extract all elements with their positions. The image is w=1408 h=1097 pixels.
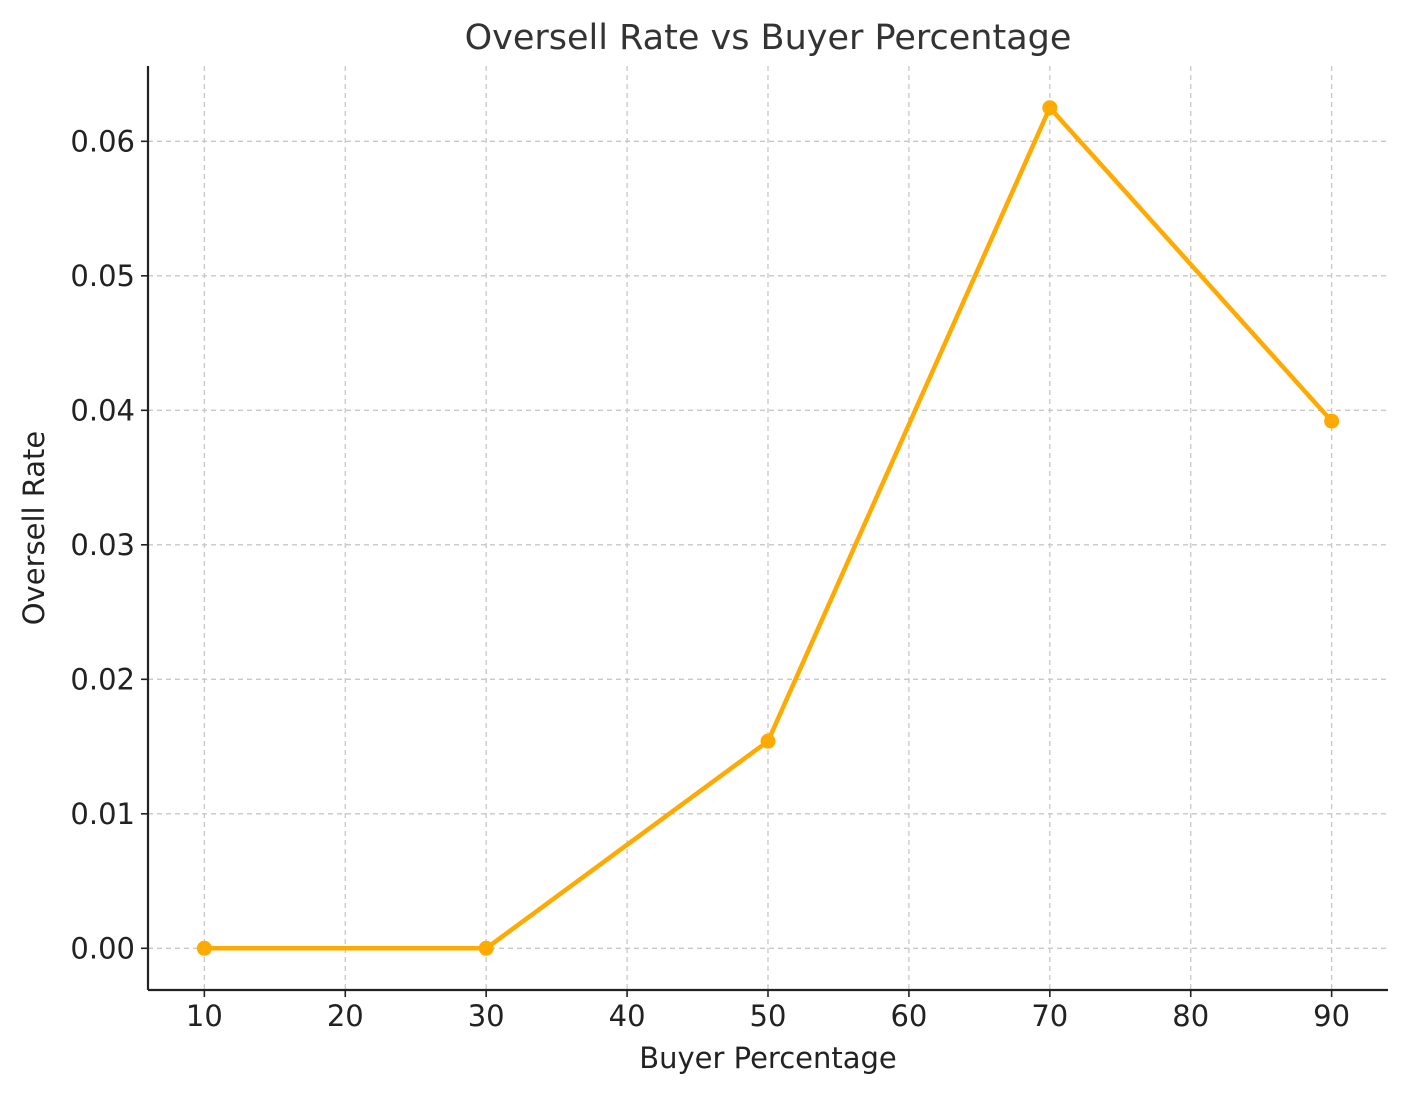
x-tick-label: 50: [750, 999, 787, 1033]
x-tick-label: 70: [1031, 999, 1068, 1033]
x-axis-ticks: 10 20 30 40 50 60 70 80 90: [186, 990, 1350, 1033]
data-point: [1042, 100, 1058, 116]
chart-title: Oversell Rate vs Buyer Percentage: [465, 18, 1072, 58]
x-tick-label: 10: [186, 999, 223, 1033]
x-axis-label: Buyer Percentage: [639, 1041, 897, 1075]
y-tick-label: 0.04: [70, 393, 135, 427]
grid: [148, 66, 1388, 990]
y-tick-label: 0.05: [70, 259, 135, 293]
x-tick-label: 60: [890, 999, 927, 1033]
data-point: [478, 940, 494, 956]
y-tick-label: 0.00: [70, 931, 135, 965]
y-axis-ticks: 0.00 0.01 0.02 0.03 0.04 0.05 0.06: [70, 124, 148, 965]
data-point: [1324, 413, 1340, 429]
x-tick-label: 30: [468, 999, 505, 1033]
x-tick-label: 80: [1172, 999, 1209, 1033]
x-tick-label: 40: [609, 999, 646, 1033]
y-axis-label: Oversell Rate: [17, 431, 51, 626]
y-tick-label: 0.01: [70, 797, 135, 831]
y-tick-label: 0.03: [70, 528, 135, 562]
x-tick-label: 90: [1313, 999, 1350, 1033]
data-point: [196, 940, 212, 956]
y-tick-label: 0.02: [70, 662, 135, 696]
series: [196, 100, 1340, 956]
y-tick-label: 0.06: [70, 124, 135, 158]
x-tick-label: 20: [327, 999, 364, 1033]
data-point: [760, 733, 776, 749]
